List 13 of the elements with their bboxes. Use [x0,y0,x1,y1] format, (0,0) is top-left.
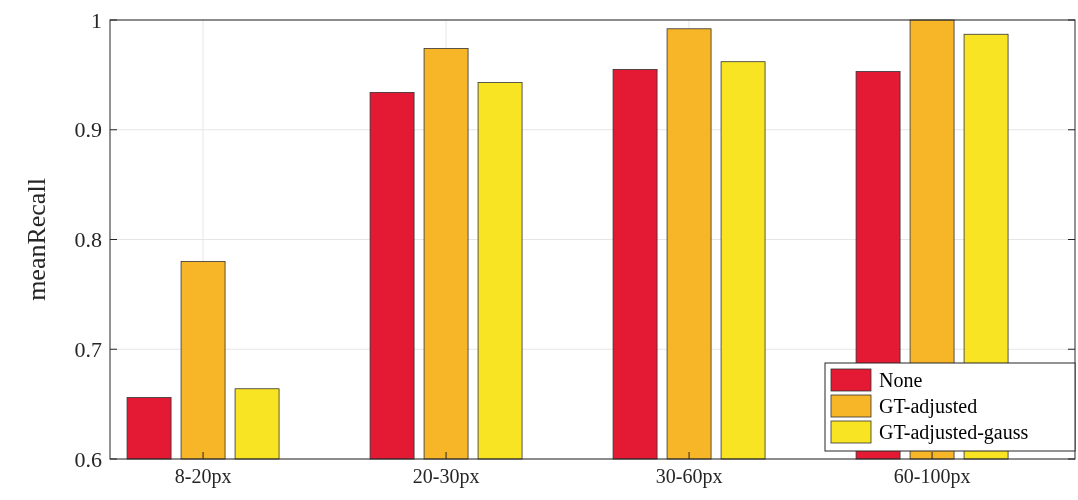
y-tick-label: 0.8 [74,227,102,253]
legend-label: GT-adjusted [879,395,978,418]
y-tick-label: 0.9 [74,117,102,143]
y-tick-label: 1 [91,7,102,33]
x-tick-label: 20-30px [412,465,480,488]
y-tick-label: 0.6 [74,446,102,472]
y-axis-title: meanRecall [22,178,51,301]
y-tick-label: 0.7 [74,336,102,362]
legend-label: None [879,369,923,391]
x-tick-label: 8-20px [174,465,232,488]
x-tick-label: 60-100px [893,465,971,488]
legend-label: GT-adjusted-gauss [879,421,1029,444]
x-tick-label: 30-60px [655,465,723,488]
